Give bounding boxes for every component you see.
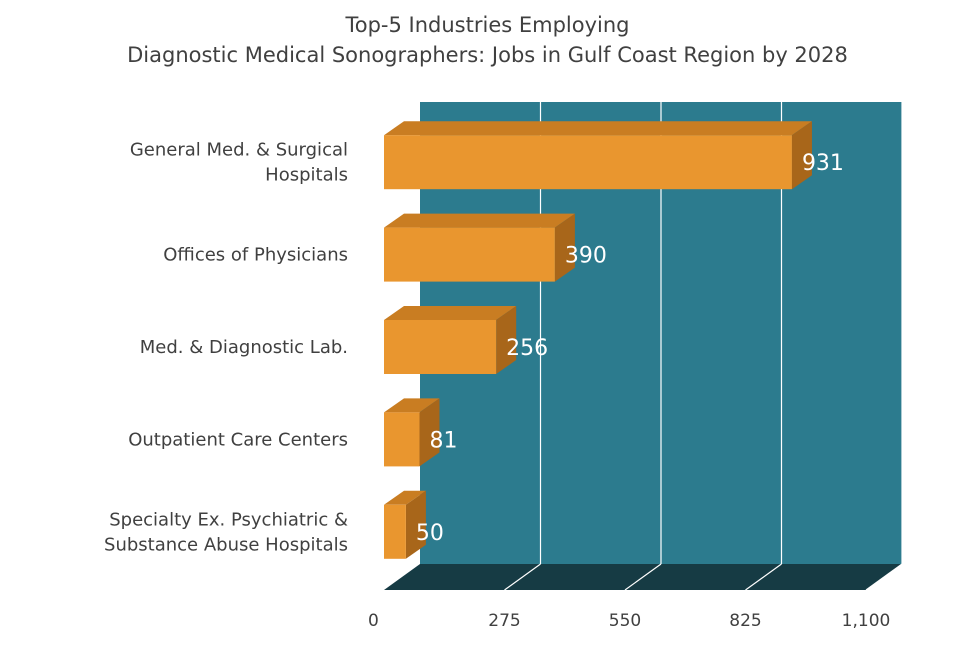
bar: 50 [384, 490, 444, 559]
category-labels: General Med. & Surgical Hospitals Offices … [104, 140, 348, 556]
bar-front-face [384, 412, 420, 467]
bar-side-face [496, 306, 517, 374]
x-tick-label: 550 [609, 611, 641, 631]
category-label: Outpatient Care Centers [128, 429, 348, 450]
floor-gridline [745, 563, 782, 591]
bar-front-face [384, 504, 406, 559]
chart-title: Top-5 Industries Employing Diagnostic Me… [0, 10, 975, 70]
chart-bars: 931 390 256 81 50 [384, 121, 844, 559]
bar-side-face [791, 121, 812, 190]
bar: 256 [384, 306, 548, 374]
bar-top-face [384, 398, 440, 413]
chart-title-line-2: Diagnostic Medical Sonographers: Jobs in… [127, 43, 848, 67]
data-label: 931 [802, 151, 844, 176]
bar-front-face [384, 320, 497, 374]
bar-front-face [384, 227, 555, 282]
floor-gridline [504, 563, 541, 591]
category-label: Med. & Diagnostic Lab. [140, 337, 348, 358]
chart-title-line-1: Top-5 Industries Employing [345, 13, 630, 37]
bar-top-face [384, 306, 517, 320]
x-tick-label: 275 [488, 611, 520, 631]
category-label: General Med. & Surgical Hospitals [130, 140, 348, 186]
x-tick-label: 825 [729, 611, 761, 631]
bar-front-face [384, 135, 792, 190]
x-axis-tick-labels: 0 275 550 825 1,100 [368, 611, 890, 631]
bar-side-face [405, 490, 426, 559]
data-label: 256 [506, 336, 548, 361]
floor-gridline [865, 563, 903, 591]
data-label: 50 [416, 521, 444, 546]
bar: 390 [384, 213, 607, 282]
x-tick-label: 1,100 [842, 611, 891, 631]
x-tick-label: 0 [368, 611, 379, 631]
floor-gridline [624, 563, 662, 591]
bar: 931 [384, 121, 844, 190]
bar-top-face [384, 213, 575, 228]
category-label: Specialty Ex. Psychiatric & Substance Abu… [104, 509, 348, 555]
bar-top-face [384, 121, 812, 136]
data-label: 390 [565, 244, 607, 269]
bar-side-face [419, 398, 440, 467]
category-label: Offices of Physicians [163, 245, 348, 266]
bar-top-face [384, 490, 426, 505]
bar: 81 [384, 398, 457, 467]
data-label: 81 [429, 428, 457, 453]
bar-side-face [554, 213, 575, 282]
